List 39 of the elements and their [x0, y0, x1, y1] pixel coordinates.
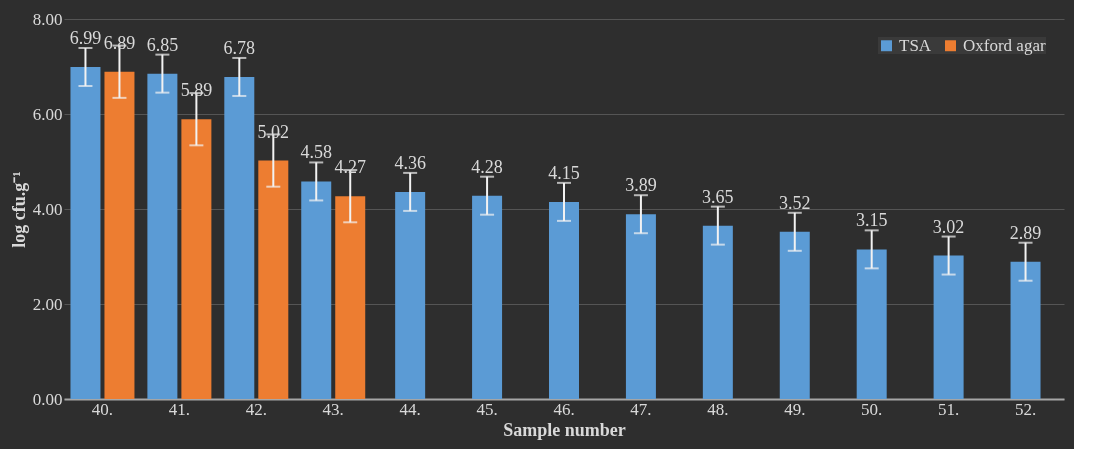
x-tick-label: 45.	[476, 399, 498, 419]
data-label: 4.15	[548, 162, 580, 183]
data-label: 6.99	[69, 27, 102, 48]
data-label: 4.27	[334, 157, 366, 178]
x-tick-label: 49.	[784, 399, 806, 419]
x-tick-label: 43.	[322, 399, 344, 419]
data-label: 3.02	[932, 216, 965, 237]
x-tick-label: 48.	[707, 399, 729, 419]
data-label: 5.02	[257, 121, 290, 142]
data-label: 3.89	[625, 175, 657, 196]
x-tick-label: 44.	[399, 399, 421, 419]
y-tick-label: 8.00	[32, 9, 63, 29]
legend-label: Oxford agar	[963, 35, 1046, 55]
data-label: 3.65	[702, 186, 734, 207]
x-tick-label: 47.	[630, 399, 652, 419]
x-tick-label: 50.	[861, 399, 883, 419]
y-axis-title: log cfu.g⁻¹	[8, 171, 29, 248]
data-label: 6.85	[146, 34, 179, 55]
data-label: 3.15	[855, 210, 888, 231]
x-axis-title: Sample number	[503, 419, 626, 440]
data-label: 4.58	[300, 142, 332, 163]
y-tick-label: 0.00	[32, 389, 63, 409]
data-label: 5.89	[180, 80, 213, 101]
x-tick-label: 42.	[245, 399, 267, 419]
data-label: 4.28	[471, 156, 503, 177]
legend-label: TSA	[899, 35, 932, 55]
data-label: 4.36	[394, 152, 426, 173]
data-label: 2.89	[1009, 222, 1042, 243]
x-tick-label: 52.	[1014, 399, 1037, 419]
data-label: 6.89	[103, 32, 136, 53]
data-label: 3.52	[779, 192, 811, 213]
x-tick-label: 46.	[553, 399, 575, 419]
x-tick-label: 51.	[937, 399, 960, 419]
y-tick-label: 6.00	[32, 104, 63, 124]
x-tick-label: 41.	[168, 399, 191, 419]
data-label: 6.78	[223, 37, 256, 58]
y-tick-label: 2.00	[32, 294, 63, 314]
y-tick-label: 4.00	[32, 199, 63, 219]
x-tick-label: 40.	[91, 399, 114, 419]
